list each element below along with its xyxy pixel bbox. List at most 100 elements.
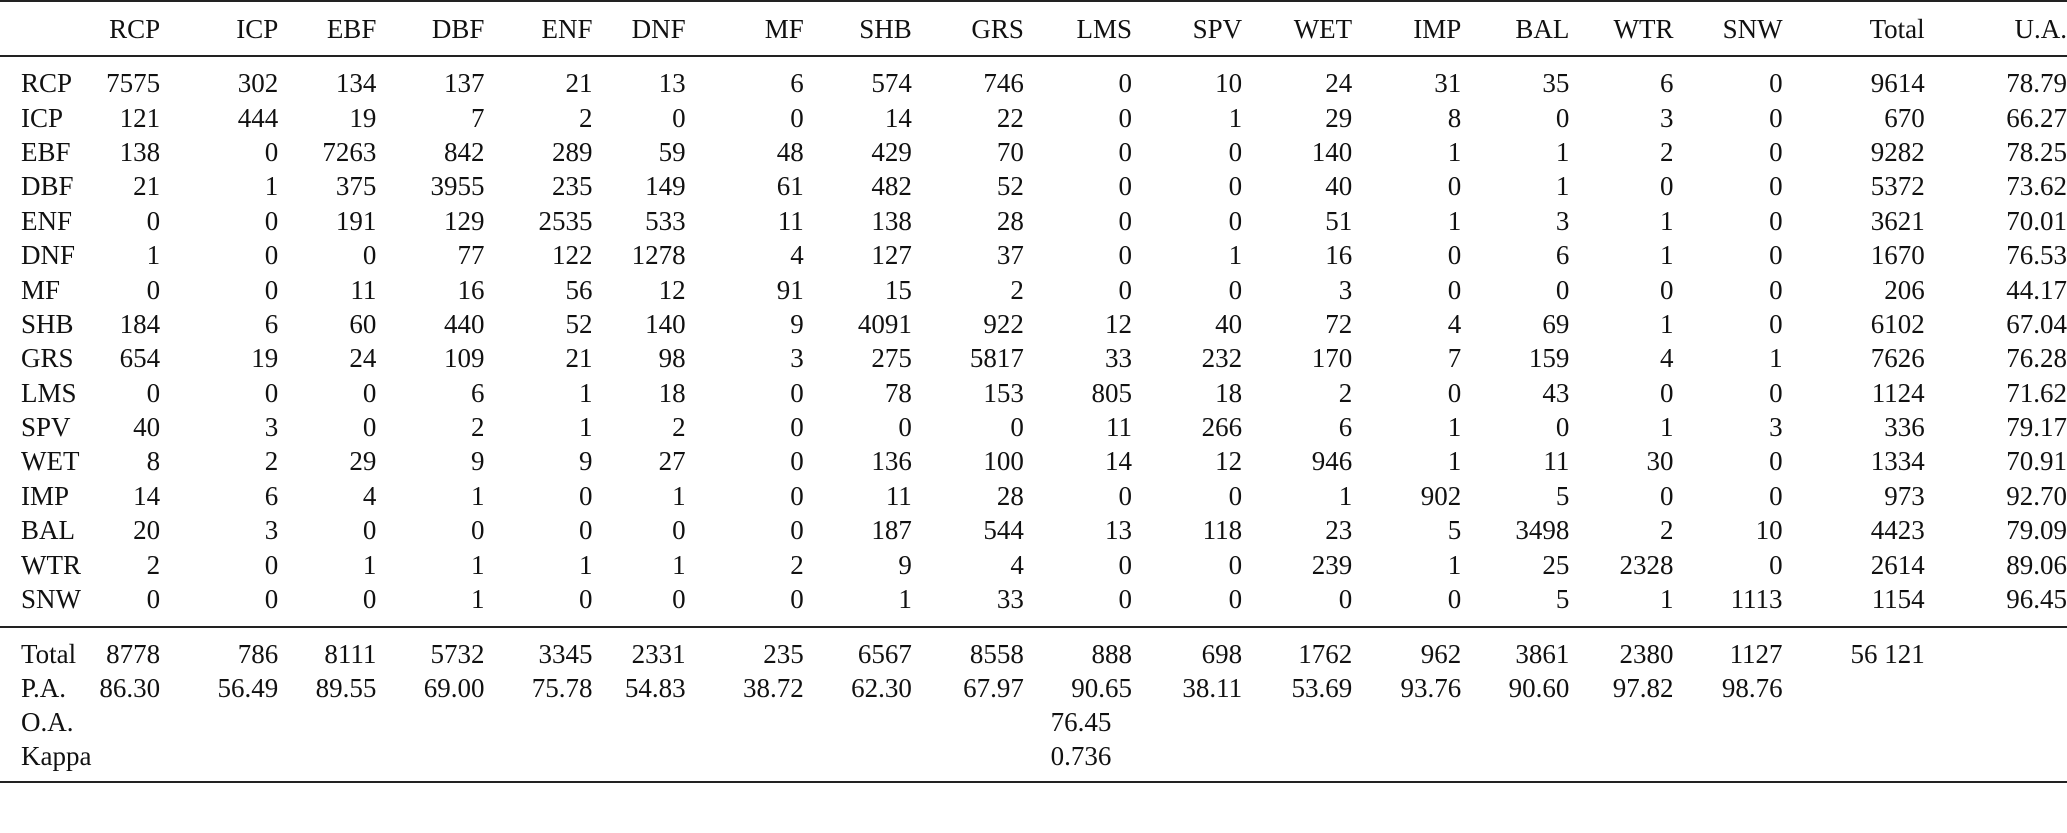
producer-accuracy-cell: 38.72	[742, 673, 804, 704]
table-cell: 136	[871, 446, 912, 477]
table-cell: 275	[871, 343, 912, 374]
table-cell: 40	[133, 412, 161, 443]
table-cell: 48	[776, 136, 804, 167]
table-cell: 4	[1447, 308, 1462, 339]
table-cell: 5372	[1870, 171, 1925, 202]
table-cell: 10	[1755, 515, 1783, 546]
table-cell: 98	[658, 343, 686, 374]
row-label: BAL	[21, 515, 75, 546]
table-cell: 0	[264, 274, 279, 305]
table-cell: 60	[349, 308, 377, 339]
table-cell: 429	[871, 136, 912, 167]
table-cell: 2	[1659, 136, 1674, 167]
table-cell: 29	[349, 446, 377, 477]
table-cell: 1	[470, 549, 485, 580]
table-cell: 1	[1659, 240, 1674, 271]
table-cell: 0	[790, 102, 804, 133]
table-row: DBF 21 1 375 3955 235 149 61 482 52 0 0 40 0 1 0 0 5372 73…	[0, 169, 2067, 203]
table-cell: 0	[264, 584, 279, 615]
table-cell: 0	[579, 584, 593, 615]
table-cell: 1	[470, 584, 485, 615]
column-header: GRS	[911, 0, 1024, 57]
row-label: Total	[0, 626, 96, 672]
producer-accuracy-row: P.A. 86.30 56.49 89.55 69.00 75.78 54.83 38.72…	[0, 671, 2067, 705]
table-cell: 0	[1769, 549, 1783, 580]
table-cell: 0	[264, 136, 279, 167]
table-cell: 670	[1884, 102, 1925, 133]
total-cell: 8778	[95, 626, 161, 672]
total-cell: 235	[685, 626, 804, 672]
table-cell: 6	[470, 377, 485, 408]
table-cell: 24	[1325, 68, 1353, 99]
table-cell: 0	[790, 377, 804, 408]
column-header: EBF	[278, 0, 377, 57]
empty-cell	[1924, 626, 2067, 672]
table-cell: 0	[1338, 584, 1353, 615]
table-cell: 21	[565, 68, 593, 99]
table-cell: 444	[237, 102, 279, 133]
total-cell: 1762	[1242, 626, 1353, 672]
table-cell: 100	[983, 446, 1024, 477]
table-cell: 0	[362, 584, 377, 615]
table-cell: 1	[1447, 446, 1462, 477]
table-cell: 11	[885, 480, 912, 511]
table-cell: 56	[565, 274, 593, 305]
corner-cell	[0, 0, 96, 57]
table-cell: 1	[672, 549, 686, 580]
table-cell: 0	[362, 240, 377, 271]
table-cell: 9614	[1870, 68, 1925, 99]
table-cell: 0	[264, 549, 279, 580]
column-header: SHB	[803, 0, 912, 57]
table-cell: 20	[133, 515, 161, 546]
table-cell: 9	[470, 446, 485, 477]
table-cell: 1	[1659, 584, 1674, 615]
producer-accuracy-cell: 90.65	[1071, 673, 1132, 704]
table-cell: 0	[1228, 171, 1243, 202]
header-row: RCP ICP EBF DBF ENF DNF MF SHB GRS LMS SPV WET IMP BA…	[0, 0, 2067, 57]
table-cell: 11	[350, 274, 377, 305]
table-cell: 1670	[1870, 240, 1925, 271]
table-cell: 19	[251, 343, 279, 374]
table-cell: 5	[1555, 584, 1570, 615]
table-cell: 0	[790, 446, 804, 477]
row-label: DBF	[21, 171, 74, 202]
table-cell: 0	[362, 515, 377, 546]
table-cell: 1	[1228, 102, 1243, 133]
table-cell: 37	[996, 240, 1024, 271]
table-cell: 0	[1118, 549, 1133, 580]
table-cell: 40	[1325, 171, 1353, 202]
table-cell: 44.17	[2006, 274, 2067, 305]
table-cell: 0	[1010, 412, 1024, 443]
table-cell: 29	[1325, 102, 1353, 133]
table-cell: 21	[565, 343, 593, 374]
table-cell: 52	[996, 171, 1024, 202]
row-label: ENF	[21, 205, 73, 236]
table-cell: 0	[1228, 584, 1243, 615]
table-cell: 0	[1118, 480, 1133, 511]
table-row: GRS 654 19 24 109 21 98 3 275 5817 33 232 170 7 159 4 1 7…	[0, 341, 2067, 375]
table-cell: 0	[264, 240, 279, 271]
table-cell: 7	[470, 102, 485, 133]
table-cell: 1	[1769, 343, 1783, 374]
producer-accuracy-cell: 62.30	[851, 673, 912, 704]
table-cell: 2	[579, 102, 593, 133]
grand-total-cell: 56 121	[1782, 626, 1925, 672]
producer-accuracy-cell: 98.76	[1721, 673, 1783, 704]
table-cell: 0	[1447, 240, 1462, 271]
table-cell: 70	[996, 136, 1024, 167]
row-label: SPV	[21, 412, 71, 443]
table-cell: 127	[871, 240, 912, 271]
table-cell: 1	[579, 377, 593, 408]
table-cell: 9	[579, 446, 593, 477]
table-cell: 973	[1884, 480, 1925, 511]
table-cell: 70.91	[2006, 446, 2067, 477]
table-cell: 3498	[1515, 515, 1570, 546]
table-cell: 14	[1105, 446, 1132, 477]
table-cell: 11	[1543, 446, 1570, 477]
table-cell: 12	[658, 274, 686, 305]
table-cell: 134	[335, 68, 377, 99]
table-cell: 1113	[1730, 584, 1783, 615]
column-header: RCP	[95, 0, 161, 57]
table-cell: 129	[443, 205, 485, 236]
table-cell: 1	[1555, 136, 1570, 167]
